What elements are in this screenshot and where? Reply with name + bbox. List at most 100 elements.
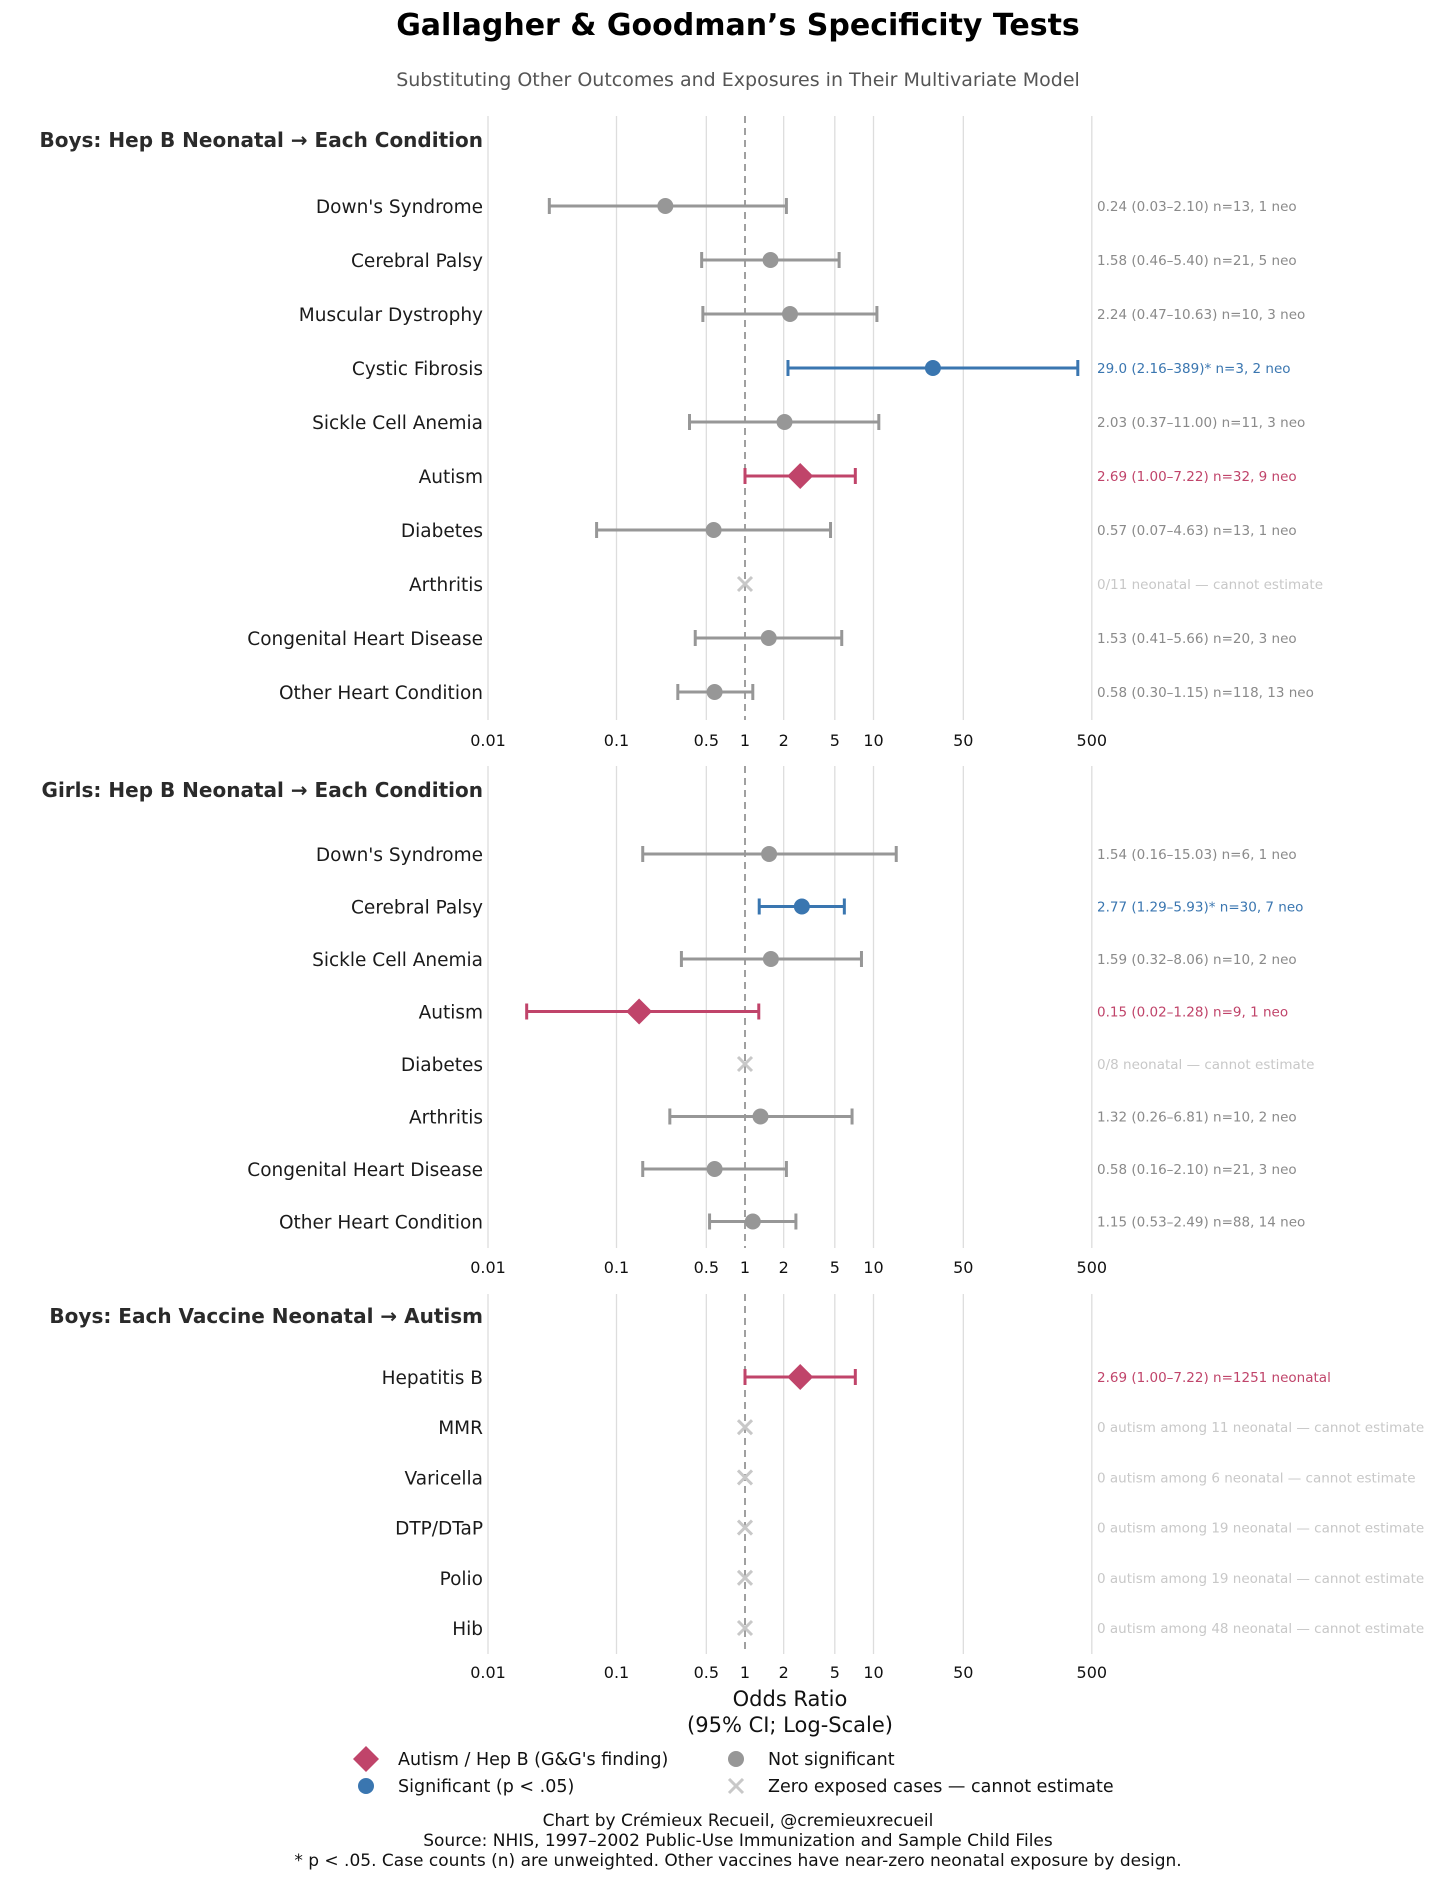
row-annotation: 2.24 (0.47–10.63) n=10, 3 neo	[1097, 307, 1305, 323]
forest-row: Congenital Heart Disease 1.53 (0.41–5.66)…	[247, 629, 1296, 650]
row-label: Cystic Fibrosis	[352, 359, 483, 380]
chart-subtitle: Substituting Other Outcomes and Exposure…	[396, 69, 1080, 91]
x-tick-label: 1	[740, 1258, 750, 1277]
row-label: Sickle Cell Anemia	[312, 950, 483, 971]
panel-2: 0.01 0.1 0.5 1 2 5 10 50 500 Girls: Hep B Neonata…	[42, 766, 1315, 1277]
cannot-estimate-x-mark	[736, 1569, 754, 1586]
row-label: Cerebral Palsy	[351, 251, 483, 272]
point-estimate-circle	[744, 1213, 761, 1230]
x-tick-label: 0.01	[470, 1663, 506, 1682]
x-tick-label: 0.1	[604, 731, 629, 750]
cannot-estimate-x-mark	[736, 1419, 754, 1436]
panel-title: Girls: Hep B Neonatal → Each Condition	[42, 778, 483, 802]
row-annotation: 2.03 (0.37–11.00) n=11, 3 neo	[1097, 415, 1305, 431]
row-label: Polio	[440, 1569, 483, 1590]
row-label: Autism	[419, 467, 483, 488]
forest-row: Other Heart Condition 0.58 (0.30–1.15) n=…	[279, 683, 1314, 704]
row-label: Other Heart Condition	[279, 1213, 483, 1234]
legend-item: Zero exposed cases — cannot estimate	[727, 1777, 1114, 1797]
row-annotation: 0 autism among 19 neonatal — cannot esti…	[1097, 1571, 1424, 1587]
row-label: Arthritis	[409, 1108, 483, 1129]
row-annotation: 1.54 (0.16–15.03) n=6, 1 neo	[1097, 847, 1297, 863]
row-label: Autism	[419, 1003, 483, 1024]
cannot-estimate-x-mark	[736, 575, 754, 593]
cannot-estimate-x-mark	[736, 1055, 754, 1073]
row-annotation: 1.32 (0.26–6.81) n=10, 2 neo	[1097, 1110, 1297, 1126]
row-label: Down's Syndrome	[316, 197, 483, 218]
legend: Autism / Hep B (G&G's finding) Not signif…	[353, 1746, 1114, 1797]
chart-title: Gallagher & Goodman’s Specificity Tests	[396, 8, 1080, 43]
x-tick-label: 0.5	[694, 1258, 719, 1277]
row-annotation: 0 autism among 48 neonatal — cannot esti…	[1097, 1621, 1424, 1637]
row-label: Hepatitis B	[382, 1368, 483, 1389]
panels: 0.01 0.1 0.5 1 2 5 10 50 500 Boys: Hep B Neonatal…	[40, 116, 1425, 1682]
forest-row: MMR 0 autism among 11 neonatal — cannot e…	[438, 1418, 1424, 1439]
x-tick-label: 0.1	[604, 1663, 629, 1682]
legend-item: Autism / Hep B (G&G's finding)	[353, 1746, 668, 1772]
forest-row: Autism 0.15 (0.02–1.28) n=9, 1 neo	[419, 998, 1288, 1025]
footer-line: * p < .05. Case counts (n) are unweighte…	[294, 1851, 1181, 1871]
row-label: MMR	[438, 1418, 483, 1439]
legend-item: Significant (p < .05)	[358, 1777, 574, 1797]
legend-x-mark	[727, 1777, 745, 1795]
point-estimate-circle	[793, 898, 810, 915]
x-tick-label: 0.5	[694, 1663, 719, 1682]
row-label: Diabetes	[401, 1055, 483, 1076]
forest-row: Other Heart Condition 1.15 (0.53–2.49) n=…	[279, 1213, 1305, 1234]
x-tick-label: 5	[830, 1258, 840, 1277]
point-estimate-circle	[924, 360, 941, 376]
row-label: Muscular Dystrophy	[299, 305, 483, 326]
cannot-estimate-x-mark	[736, 1519, 754, 1536]
legend-label: Not significant	[768, 1750, 895, 1770]
x-tick-label: 50	[953, 1663, 973, 1682]
row-annotation: 0.57 (0.07–4.63) n=13, 1 neo	[1097, 523, 1297, 539]
footer-line: Source: NHIS, 1997–2002 Public-Use Immun…	[423, 1831, 1053, 1851]
row-annotation: 0.15 (0.02–1.28) n=9, 1 neo	[1097, 1005, 1288, 1021]
x-tick-label: 50	[953, 731, 973, 750]
x-tick-label: 5	[830, 1663, 840, 1682]
point-estimate-circle	[706, 1161, 723, 1177]
legend-label: Zero exposed cases — cannot estimate	[768, 1777, 1114, 1797]
forest-row: Hepatitis B 2.69 (1.00–7.22) n=1251 neona…	[382, 1364, 1331, 1390]
row-annotation: 0 autism among 11 neonatal — cannot esti…	[1097, 1420, 1424, 1436]
forest-row: Arthritis 0/11 neonatal — cannot estimate	[409, 575, 1323, 596]
forest-row: Cystic Fibrosis 29.0 (2.16–389)* n=3, 2 n…	[352, 359, 1291, 380]
row-label: Hib	[452, 1619, 483, 1640]
row-annotation: 2.77 (1.29–5.93)* n=30, 7 neo	[1097, 900, 1303, 916]
point-estimate-diamond	[626, 998, 653, 1025]
row-annotation: 1.53 (0.41–5.66) n=20, 3 neo	[1097, 631, 1297, 647]
footer-line: Chart by Crémieux Recueil, @cremieuxrecu…	[543, 1811, 934, 1831]
panel-title: Boys: Each Vaccine Neonatal → Autism	[49, 1304, 483, 1328]
row-label: Other Heart Condition	[279, 683, 483, 704]
forest-row: Polio 0 autism among 19 neonatal — cannot…	[440, 1569, 1425, 1590]
forest-row: DTP/DTaP 0 autism among 19 neonatal — can…	[395, 1519, 1424, 1540]
forest-row: Sickle Cell Anemia 2.03 (0.37–11.00) n=11…	[312, 413, 1305, 434]
row-label: DTP/DTaP	[395, 1519, 483, 1540]
x-tick-label: 10	[863, 731, 883, 750]
row-label: Varicella	[405, 1468, 483, 1489]
row-annotation: 0 autism among 6 neonatal — cannot estim…	[1097, 1470, 1416, 1486]
point-estimate-diamond	[787, 463, 814, 489]
x-tick-label: 2	[779, 1663, 789, 1682]
x-tick-label: 1	[740, 1663, 750, 1682]
row-label: Cerebral Palsy	[351, 898, 483, 919]
forest-row: Sickle Cell Anemia 1.59 (0.32–8.06) n=10,…	[312, 950, 1297, 971]
legend-circle	[358, 1778, 374, 1794]
forest-row: Congenital Heart Disease 0.58 (0.16–2.10)…	[247, 1160, 1296, 1181]
forest-row: Diabetes 0.57 (0.07–4.63) n=13, 1 neo	[401, 521, 1297, 542]
x-tick-label: 0.01	[470, 1258, 506, 1277]
row-label: Down's Syndrome	[316, 845, 483, 866]
point-estimate-circle	[776, 414, 793, 430]
forest-row: Arthritis 1.32 (0.26–6.81) n=10, 2 neo	[409, 1108, 1297, 1129]
forest-row: Diabetes 0/8 neonatal — cannot estimate	[401, 1055, 1315, 1076]
row-annotation: 2.69 (1.00–7.22) n=32, 9 neo	[1097, 469, 1297, 485]
row-annotation: 1.59 (0.32–8.06) n=10, 2 neo	[1097, 952, 1297, 968]
x-tick-label: 2	[779, 1258, 789, 1277]
x-tick-label: 0.5	[694, 731, 719, 750]
legend-diamond	[353, 1746, 379, 1772]
forest-row: Muscular Dystrophy 2.24 (0.47–10.63) n=10…	[299, 305, 1305, 326]
x-tick-label: 0.1	[604, 1258, 629, 1277]
x-tick-label: 10	[863, 1663, 883, 1682]
row-label: Congenital Heart Disease	[247, 629, 483, 650]
